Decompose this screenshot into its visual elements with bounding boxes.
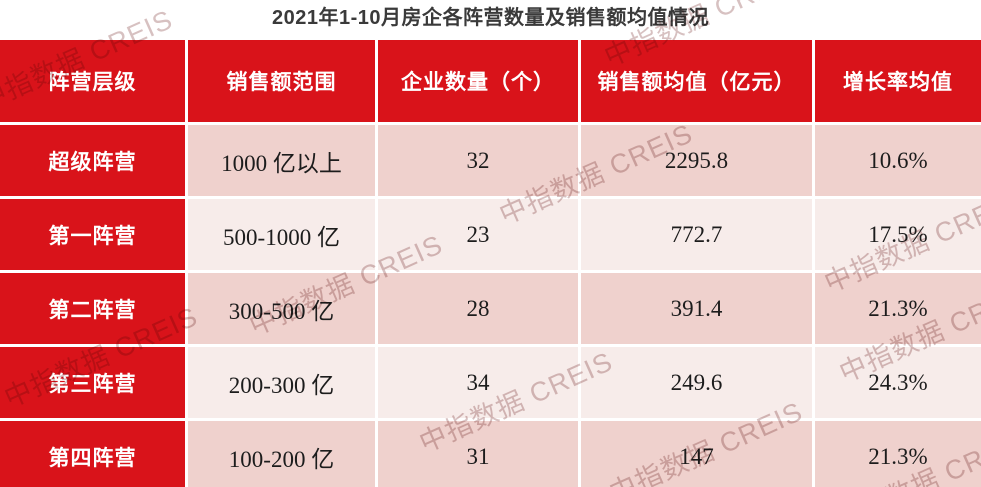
data-cell: 2295.8 <box>581 125 812 196</box>
data-cell: 23 <box>378 199 578 270</box>
data-cell: 772.7 <box>581 199 812 270</box>
column-header-count: 企业数量（个） <box>378 40 578 122</box>
column-header-range: 销售额范围 <box>188 40 375 122</box>
tier-cell: 超级阵营 <box>0 125 185 196</box>
column-header-avg-sales: 销售额均值（亿元） <box>581 40 812 122</box>
tier-cell: 第四阵营 <box>0 421 185 487</box>
data-cell: 32 <box>378 125 578 196</box>
data-cell: 21.3% <box>815 421 981 487</box>
data-cell: 147 <box>581 421 812 487</box>
data-cell: 24.3% <box>815 347 981 418</box>
data-cell: 10.6% <box>815 125 981 196</box>
data-cell: 28 <box>378 273 578 344</box>
column-header-tier: 阵营层级 <box>0 40 185 122</box>
page-title: 2021年1-10月房企各阵营数量及销售额均值情况 <box>271 7 710 29</box>
data-cell: 31 <box>378 421 578 487</box>
data-cell: 1000 亿以上 <box>188 125 375 196</box>
data-cell: 300-500 亿 <box>188 273 375 344</box>
data-cell: 200-300 亿 <box>188 347 375 418</box>
column-header-growth: 增长率均值 <box>815 40 981 122</box>
tier-cell: 第一阵营 <box>0 199 185 270</box>
data-cell: 17.5% <box>815 199 981 270</box>
tier-cell: 第三阵营 <box>0 347 185 418</box>
data-cell: 391.4 <box>581 273 812 344</box>
data-cell: 100-200 亿 <box>188 421 375 487</box>
data-cell: 21.3% <box>815 273 981 344</box>
data-cell: 249.6 <box>581 347 812 418</box>
data-cell: 34 <box>378 347 578 418</box>
tier-cell: 第二阵营 <box>0 273 185 344</box>
tier-table: 阵营层级 销售额范围 企业数量（个） 销售额均值（亿元） 增长率均值 超级阵营 1… <box>0 40 981 487</box>
data-cell: 500-1000 亿 <box>188 199 375 270</box>
